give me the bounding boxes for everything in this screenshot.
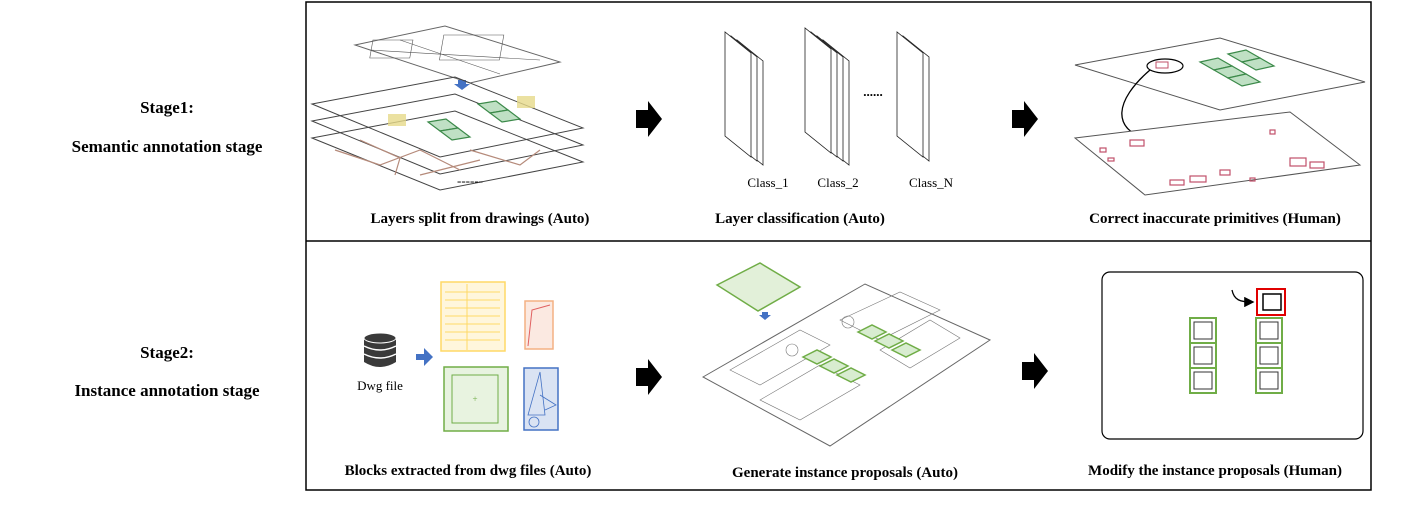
modify-proposals-illustration [1101, 271, 1364, 440]
layer-stack-illustration: ------ [310, 25, 585, 191]
caption-correct-primitives: Correct inaccurate primitives (Human) [1089, 211, 1341, 227]
right-arrow-icon [416, 348, 433, 366]
database-icon [363, 332, 397, 367]
class-label-1: Class_1 [747, 175, 788, 190]
dwg-file-label: Dwg file [357, 378, 403, 393]
right-arrow-icon [636, 101, 662, 137]
layers-more-dashes: ------ [457, 173, 483, 188]
svg-text:+: + [472, 394, 477, 404]
stage1-title: Stage1: [140, 98, 194, 117]
caption-blocks-extracted: Blocks extracted from dwg files (Auto) [345, 463, 592, 479]
stage2-title: Stage2: [140, 343, 194, 362]
instance-proposals-illustration [701, 262, 992, 447]
right-arrow-icon [1022, 353, 1048, 389]
class-sheets-illustration [724, 27, 930, 166]
down-arrow-icon [454, 80, 470, 90]
class-label-n: Class_N [909, 175, 954, 190]
stage2-subtitle: Instance annotation stage [74, 381, 260, 400]
outer-frame [305, 1, 1372, 491]
down-arrow-icon [759, 312, 771, 320]
caption-layers-split: Layers split from drawings (Auto) [371, 211, 590, 227]
caption-modify-proposals: Modify the instance proposals (Human) [1088, 463, 1342, 479]
caption-layer-classification: Layer classification (Auto) [715, 211, 885, 227]
primitive-correction-illustration [1073, 37, 1366, 196]
right-arrow-icon [1012, 101, 1038, 137]
extracted-blocks-illustration: + [440, 281, 559, 432]
class-label-2: Class_2 [817, 175, 858, 190]
caption-generate-proposals: Generate instance proposals (Auto) [732, 465, 958, 481]
classes-ellipsis: ...... [863, 84, 883, 99]
right-arrow-icon [636, 359, 662, 395]
stage1-subtitle: Semantic annotation stage [72, 137, 263, 156]
